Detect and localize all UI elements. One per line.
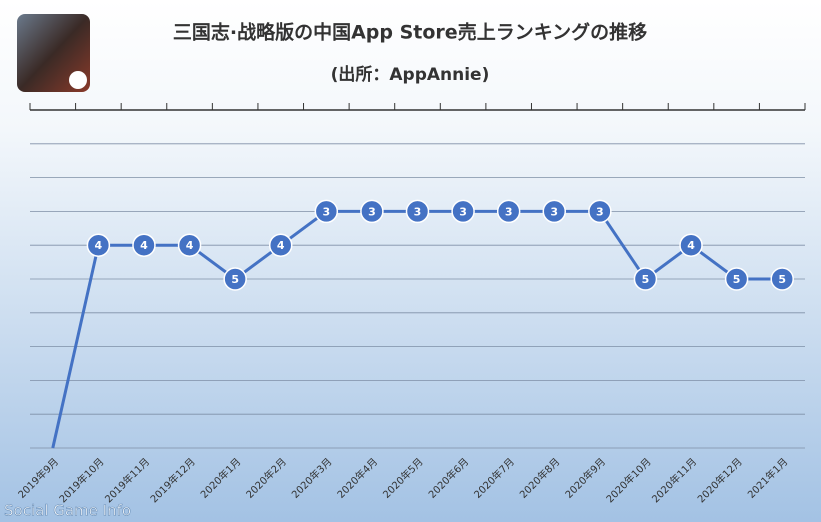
data-label: 5 (642, 273, 650, 286)
data-label: 4 (95, 239, 103, 252)
data-label: 5 (778, 273, 786, 286)
app-icon-badge (69, 71, 87, 89)
point-marker (223, 267, 247, 291)
data-label: 3 (459, 205, 467, 218)
chart-subtitle: (出所：AppAnnie) (331, 64, 490, 85)
point-marker (177, 233, 202, 257)
app-icon (17, 14, 90, 92)
point-marker (405, 199, 430, 224)
data-label: 4 (687, 239, 695, 252)
point-marker (633, 267, 658, 291)
point-marker (770, 267, 794, 291)
point-marker (86, 233, 111, 257)
data-label: 3 (414, 205, 422, 218)
point-marker (496, 199, 521, 224)
point-marker (268, 233, 293, 257)
data-label: 4 (186, 239, 194, 252)
point-marker (724, 267, 749, 291)
data-label: 4 (277, 239, 285, 252)
chart-title: 三国志·战略版の中国App Store売上ランキングの推移 (173, 21, 647, 44)
data-label: 3 (505, 205, 513, 218)
point-marker (314, 199, 339, 224)
point-marker (542, 199, 567, 224)
data-label: 5 (733, 273, 741, 286)
watermark: Social Game Info (4, 502, 131, 520)
data-label: 3 (322, 205, 330, 218)
point-marker (679, 233, 703, 257)
point-marker (360, 199, 384, 224)
point-marker (588, 199, 612, 224)
point-marker (132, 233, 156, 257)
data-label: 3 (550, 205, 558, 218)
data-label: 4 (140, 239, 148, 252)
point-marker (451, 199, 475, 224)
data-label: 5 (231, 273, 239, 286)
data-label: 3 (368, 205, 376, 218)
data-label: 3 (596, 205, 604, 218)
